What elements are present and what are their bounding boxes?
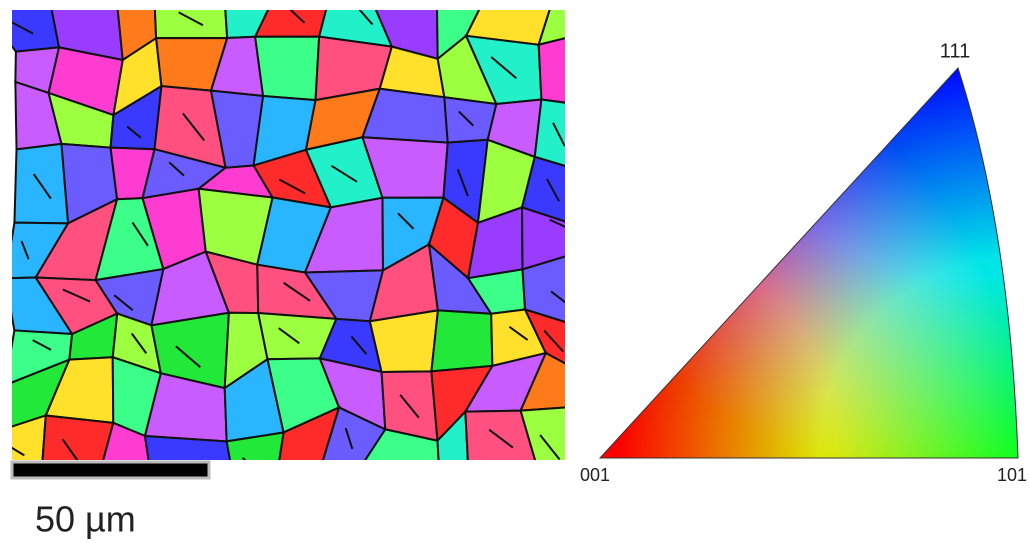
ipf-triangle [590,60,1029,460]
grain [255,37,319,100]
grain [431,310,492,371]
grain [0,415,46,497]
twin-boundary [243,458,259,474]
scale-bar [12,462,209,478]
page: 50 µm 111 001 101 [0,0,1029,543]
scale-label: 50 µm [35,499,136,540]
grain [539,33,591,106]
grain [370,310,438,372]
ipf-label: 001 [580,465,610,485]
grain [227,432,284,490]
ipf-label: 111 [940,40,970,62]
ipf-label: 101 [997,465,1027,485]
grain-map [0,0,608,498]
grain [0,0,59,52]
